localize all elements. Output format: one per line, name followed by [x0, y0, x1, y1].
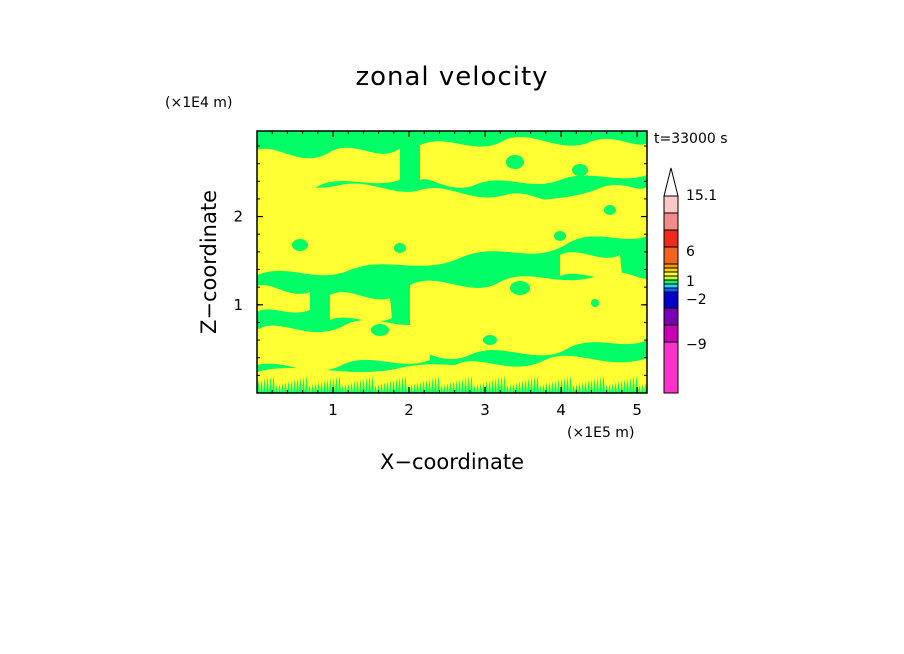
colorbar: 15.1 6 1 −2 −9: [663, 167, 717, 394]
x-axis-label: X−coordinate: [380, 450, 524, 474]
plot-frame: [256, 130, 648, 394]
y-axis-unit: (×1E4 m): [165, 95, 232, 111]
velocity-island: [604, 205, 616, 215]
y-axis-label: Z−coordinate: [197, 190, 221, 334]
x-tick-label: 2: [404, 401, 414, 419]
surface-noise-band: [257, 375, 647, 393]
velocity-region: [410, 272, 647, 360]
velocity-region: [330, 292, 392, 322]
colorbar-swatch: [663, 271, 679, 277]
colorbar-swatch: [663, 307, 679, 326]
colorbar-swatch: [663, 283, 679, 289]
y-tick-label: 2: [233, 208, 243, 226]
x-axis-ticks: 1 2 3 4 5: [271, 131, 642, 419]
x-tick-label: 1: [328, 401, 338, 419]
velocity-region: [257, 147, 400, 193]
velocity-island: [510, 281, 530, 295]
colorbar-label: 1: [686, 274, 695, 290]
x-tick-label: 4: [556, 401, 566, 419]
velocity-region: [420, 136, 647, 188]
colorbar-swatch: [663, 287, 679, 293]
colorbar-swatch: [663, 291, 679, 309]
velocity-island: [591, 299, 599, 307]
x-tick-label: 5: [632, 401, 642, 419]
positive-field-regions: [257, 136, 647, 393]
velocity-island: [394, 243, 406, 253]
velocity-island: [506, 155, 524, 169]
velocity-region: [257, 170, 560, 240]
velocity-island: [483, 335, 497, 345]
colorbar-arrow: [663, 167, 679, 197]
colorbar-swatch: [663, 212, 679, 231]
velocity-island: [292, 239, 308, 251]
colorbar-swatch: [663, 195, 679, 214]
y-tick-label: 1: [233, 296, 243, 314]
x-tick-label: 3: [480, 401, 490, 419]
plot-area: [257, 131, 647, 393]
colorbar-swatch: [663, 263, 679, 269]
colorbar-swatch: [663, 229, 679, 248]
colorbar-swatch: [663, 267, 679, 273]
chart-title: zonal velocity: [355, 62, 548, 92]
velocity-island: [572, 164, 588, 176]
colorbar-label: −2: [686, 292, 707, 308]
velocity-island: [371, 324, 389, 336]
colorbar-swatch: [663, 246, 679, 265]
surface-noise-spikes: [257, 375, 647, 393]
velocity-island: [458, 260, 472, 270]
velocity-region: [257, 320, 430, 371]
colorbar-swatch: [663, 275, 679, 281]
colorbar-label: 6: [686, 244, 695, 260]
velocity-island: [554, 231, 566, 241]
velocity-island: [350, 284, 360, 292]
velocity-region: [560, 252, 622, 279]
colorbar-swatch: [663, 341, 679, 394]
velocity-region: [257, 284, 310, 313]
y-axis-ticks: 12: [233, 145, 647, 376]
colorbar-swatch: [663, 324, 679, 343]
time-label: t=33000 s: [654, 131, 728, 147]
x-axis-unit: (×1E5 m): [567, 425, 634, 441]
colorbar-label: −9: [686, 337, 707, 353]
colorbar-swatch: [663, 279, 679, 285]
colorbar-label: 15.1: [686, 188, 717, 204]
